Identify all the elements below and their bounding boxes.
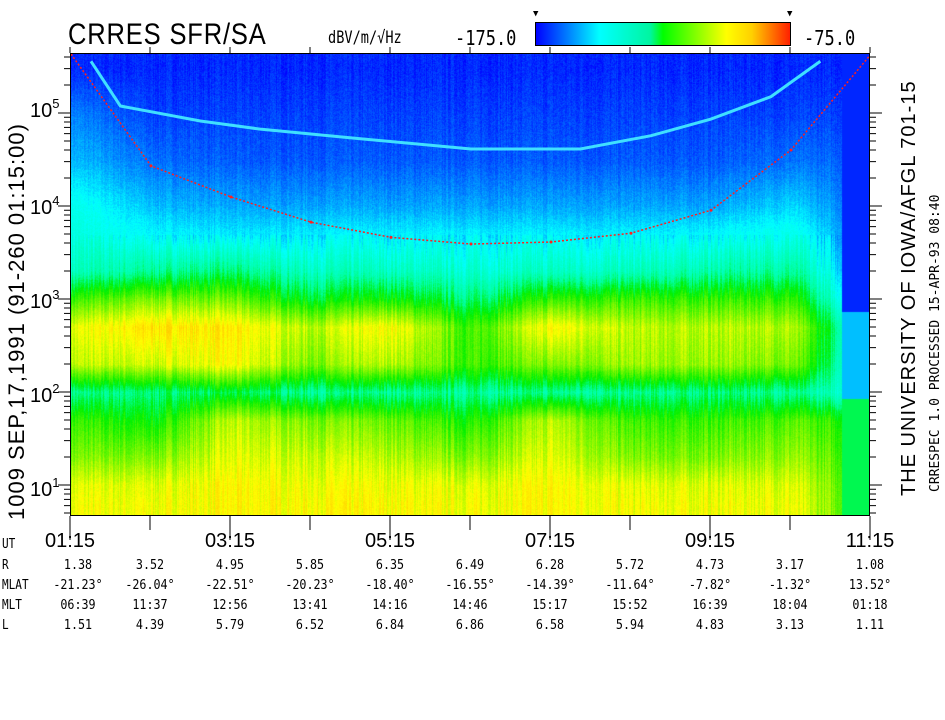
y-tick-label-1e1: 101 xyxy=(30,475,60,501)
table-cell-mlt: 13:41 xyxy=(292,598,328,613)
colorbar-max-label: -75.0 xyxy=(804,26,856,50)
processing-caption: CRRESPEC 1.0 PROCESSED 15-APR-93 08:40 xyxy=(928,194,943,492)
x-tick-label: 03:15 xyxy=(204,530,256,552)
red-curve-point xyxy=(629,231,633,235)
table-cell-mlat: -1.32° xyxy=(768,578,812,593)
table-cell-mlat: -7.82° xyxy=(688,578,732,593)
red-curve-point xyxy=(229,195,233,199)
table-cell-mlt: 14:46 xyxy=(452,598,488,613)
colorbar xyxy=(535,22,791,46)
table-cell-r: 6.28 xyxy=(535,558,565,573)
red-curve-point xyxy=(549,240,553,244)
table-cell-r: 1.08 xyxy=(855,558,885,573)
emission-band-line xyxy=(89,60,822,151)
table-cell-l: 3.13 xyxy=(775,618,805,633)
table-cell-r: 1.38 xyxy=(63,558,93,573)
table-cell-r: 5.72 xyxy=(615,558,645,573)
colorbar-units: dBV/m/√Hz xyxy=(328,28,402,48)
y-tick-label-1e2: 102 xyxy=(30,381,60,407)
x-tick-label: 07:15 xyxy=(524,530,576,552)
table-cell-r: 6.35 xyxy=(375,558,405,573)
table-cell-mlt: 15:17 xyxy=(532,598,568,613)
colorbar-min-marker-icon: ▼ xyxy=(533,9,539,19)
table-cell-r: 6.49 xyxy=(455,558,485,573)
table-cell-r: 4.95 xyxy=(215,558,245,573)
table-cell-l: 6.86 xyxy=(455,618,485,633)
table-cell-mlt: 14:16 xyxy=(372,598,408,613)
table-cell-mlat: -20.23° xyxy=(285,578,335,593)
table-cell-mlt: 18:04 xyxy=(772,598,808,613)
table-cell-l: 1.11 xyxy=(855,618,885,633)
table-cell-r: 3.17 xyxy=(775,558,805,573)
red-curve-point xyxy=(309,220,313,224)
table-cell-l: 5.79 xyxy=(215,618,245,633)
table-cell-mlat: -26.04° xyxy=(125,578,175,593)
table-cell-r: 4.73 xyxy=(695,558,725,573)
spectrogram-plot xyxy=(70,53,870,516)
table-cell-mlat: -18.40° xyxy=(365,578,415,593)
row-label-r: R xyxy=(2,558,9,573)
table-cell-mlat: 13.52° xyxy=(848,578,892,593)
spectrogram-heatmap xyxy=(71,54,869,515)
table-cell-mlat: -22.51° xyxy=(205,578,255,593)
red-curve-point xyxy=(709,208,713,212)
x-tick-label: 11:15 xyxy=(845,530,895,552)
table-cell-mlt: 12:56 xyxy=(212,598,248,613)
table-cell-l: 4.83 xyxy=(695,618,725,633)
table-cell-mlat: -16.55° xyxy=(445,578,495,593)
table-cell-mlat: -14.39° xyxy=(525,578,575,593)
colorbar-min-label: -175.0 xyxy=(455,26,517,50)
left-caption: 1009 SEP,17,1991 (91-260 01:15:00) xyxy=(4,123,29,520)
ut-row-label: UT xyxy=(2,537,16,552)
table-cell-l: 1.51 xyxy=(63,618,93,633)
spectrogram-overlay xyxy=(71,54,869,246)
x-tick-label: 09:15 xyxy=(684,530,736,552)
table-cell-mlt: 11:37 xyxy=(132,598,168,613)
x-tick-label: 05:15 xyxy=(364,530,416,552)
table-cell-r: 3.52 xyxy=(135,558,165,573)
colorbar-max-marker-icon: ▼ xyxy=(787,9,793,19)
row-label-l: L xyxy=(2,618,9,633)
table-cell-mlat: -21.23° xyxy=(53,578,103,593)
table-cell-mlt: 15:52 xyxy=(612,598,648,613)
table-cell-l: 6.58 xyxy=(535,618,565,633)
table-cell-mlt: 16:39 xyxy=(692,598,728,613)
table-cell-l: 6.84 xyxy=(375,618,405,633)
y-tick-label-1e4: 104 xyxy=(30,193,60,219)
table-cell-mlt: 01:18 xyxy=(852,598,888,613)
red-curve-point xyxy=(149,164,153,168)
chart-title: CRRES SFR/SA xyxy=(68,18,267,51)
row-label-mlat: MLAT xyxy=(2,578,29,593)
table-cell-l: 6.52 xyxy=(295,618,325,633)
table-cell-r: 5.85 xyxy=(295,558,325,573)
red-curve-point xyxy=(71,54,73,56)
red-curve-point xyxy=(789,148,793,152)
table-cell-l: 4.39 xyxy=(135,618,165,633)
y-tick-label-1e3: 103 xyxy=(30,287,60,313)
y-tick-label-1e5: 105 xyxy=(30,96,60,122)
red-curve-point xyxy=(389,235,393,239)
table-cell-l: 5.94 xyxy=(615,618,645,633)
table-cell-mlt: 06:39 xyxy=(60,598,96,613)
x-tick-label: 01:15 xyxy=(44,530,96,552)
row-label-mlt: MLT xyxy=(2,598,22,613)
table-cell-mlat: -11.64° xyxy=(605,578,655,593)
right-caption: THE UNIVERSITY OF IOWA/AFGL 701-15 xyxy=(898,80,920,496)
red-curve-point xyxy=(469,242,473,246)
